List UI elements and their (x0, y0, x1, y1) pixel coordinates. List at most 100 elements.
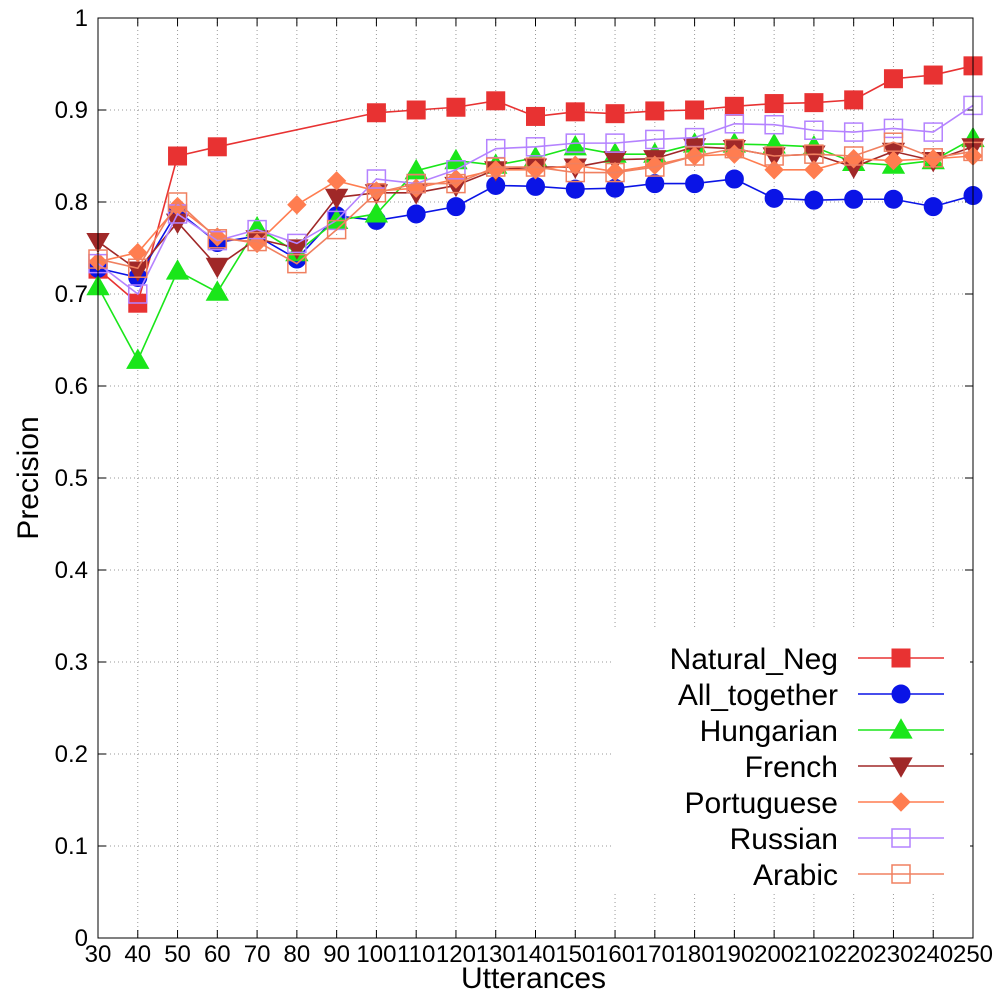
y-tick-label: 0 (75, 925, 88, 952)
data-point-arabic (326, 219, 347, 240)
x-tick-label: 210 (794, 941, 834, 968)
data-point-russian (366, 169, 387, 189)
data-point-natural-neg (724, 96, 744, 116)
data-point-arabic (366, 183, 387, 203)
data-point-russian (923, 122, 943, 142)
x-tick-label: 180 (675, 941, 715, 968)
y-tick-label: 0.2 (55, 741, 88, 768)
data-point-arabic (446, 173, 466, 194)
data-point-all-together (685, 174, 705, 194)
data-point-natural-neg (446, 97, 466, 117)
legend-label-portuguese: Portuguese (685, 787, 838, 820)
y-tick-label: 0.8 (55, 189, 88, 216)
data-point-hungarian (165, 259, 190, 280)
data-point-natural-neg (685, 100, 705, 120)
data-point-natural-neg (366, 103, 386, 123)
x-tick-label: 120 (436, 941, 476, 968)
data-point-portuguese (565, 155, 585, 175)
data-point-natural-neg (168, 146, 188, 166)
series-line-arabic (97, 141, 974, 270)
data-point-all-together (804, 190, 824, 210)
x-tick-label: 110 (397, 941, 435, 968)
y-tick-label: 0.4 (55, 557, 88, 584)
x-axis-title: Utterances (461, 962, 606, 995)
x-tick-label: 250 (953, 941, 993, 968)
legend-marker-russian (891, 828, 911, 848)
data-point-arabic (525, 157, 546, 177)
legend-label-french: French (745, 751, 838, 784)
data-point-hungarian (126, 348, 150, 369)
data-point-arabic (128, 258, 148, 278)
data-point-arabic (843, 146, 864, 166)
data-point-arabic (605, 162, 625, 183)
legend-marker-hungarian (889, 718, 913, 739)
x-tick-label: 30 (85, 941, 112, 968)
data-point-hungarian (205, 280, 229, 301)
x-tick-label: 160 (595, 941, 635, 968)
data-point-natural-neg (526, 106, 545, 126)
data-point-arabic (406, 173, 426, 194)
data-point-russian (724, 114, 745, 134)
data-point-french (205, 257, 229, 279)
x-tick-label: 100 (356, 941, 396, 968)
x-tick-label: 140 (515, 941, 555, 968)
x-tick-label: 220 (834, 941, 874, 968)
data-point-arabic (645, 157, 665, 177)
series-all-together (88, 169, 983, 287)
x-tick-label: 60 (204, 941, 231, 968)
legend-marker-all-together (891, 684, 911, 704)
legend: Natural_NegAll_togetherHungarianFrenchPo… (612, 630, 970, 892)
plot-frame (97, 17, 974, 939)
data-point-russian (764, 114, 784, 135)
data-point-hungarian (563, 134, 587, 156)
data-point-all-together (764, 188, 784, 208)
x-tick-label: 130 (476, 941, 516, 968)
data-point-russian (605, 133, 625, 153)
data-point-portuguese (804, 160, 824, 180)
data-point-russian (804, 120, 824, 140)
data-point-portuguese (287, 195, 307, 215)
data-point-natural-neg (207, 137, 227, 157)
data-point-portuguese (645, 155, 665, 175)
data-point-french (285, 239, 309, 260)
y-tick-label: 0.9 (55, 97, 88, 124)
x-tick-label: 190 (714, 941, 754, 968)
data-point-all-together (844, 189, 864, 209)
legend-label-russian: Russian (730, 823, 838, 856)
data-point-portuguese (128, 242, 148, 263)
x-tick-label: 70 (244, 941, 271, 968)
data-point-russian (167, 204, 188, 224)
data-point-all-together (446, 197, 466, 217)
data-point-russian (843, 122, 864, 142)
data-point-all-together (923, 197, 943, 217)
data-point-all-together (883, 189, 903, 209)
data-point-russian (883, 118, 904, 139)
data-point-arabic (804, 144, 824, 164)
data-point-arabic (883, 132, 904, 152)
data-point-natural-neg (844, 90, 864, 110)
data-point-portuguese (326, 171, 347, 191)
x-tick-label: 40 (124, 941, 151, 968)
legend-label-arabic: Arabic (753, 859, 838, 892)
data-point-natural-neg (645, 101, 665, 121)
x-tick-label: 200 (754, 941, 794, 968)
x-tick-label: 170 (635, 941, 675, 968)
x-tick-label: 150 (555, 941, 595, 968)
legend-label-natural-neg: Natural_Neg (670, 643, 838, 676)
legend-marker-arabic (891, 864, 911, 884)
y-tick-label: 0.7 (55, 281, 88, 308)
data-point-french (802, 145, 826, 166)
data-point-russian (128, 284, 148, 304)
x-tick-label: 80 (284, 941, 311, 968)
y-tick-label: 0.6 (55, 373, 88, 400)
data-point-natural-neg (764, 94, 784, 114)
x-tick-label: 240 (913, 941, 953, 968)
legend-label-hungarian: Hungarian (700, 715, 838, 748)
data-point-arabic (764, 146, 784, 166)
data-point-arabic (207, 229, 228, 249)
y-axis-title: Precision (12, 416, 45, 539)
data-point-portuguese (605, 161, 625, 182)
series-line-russian (97, 104, 974, 296)
data-point-french (762, 147, 786, 168)
